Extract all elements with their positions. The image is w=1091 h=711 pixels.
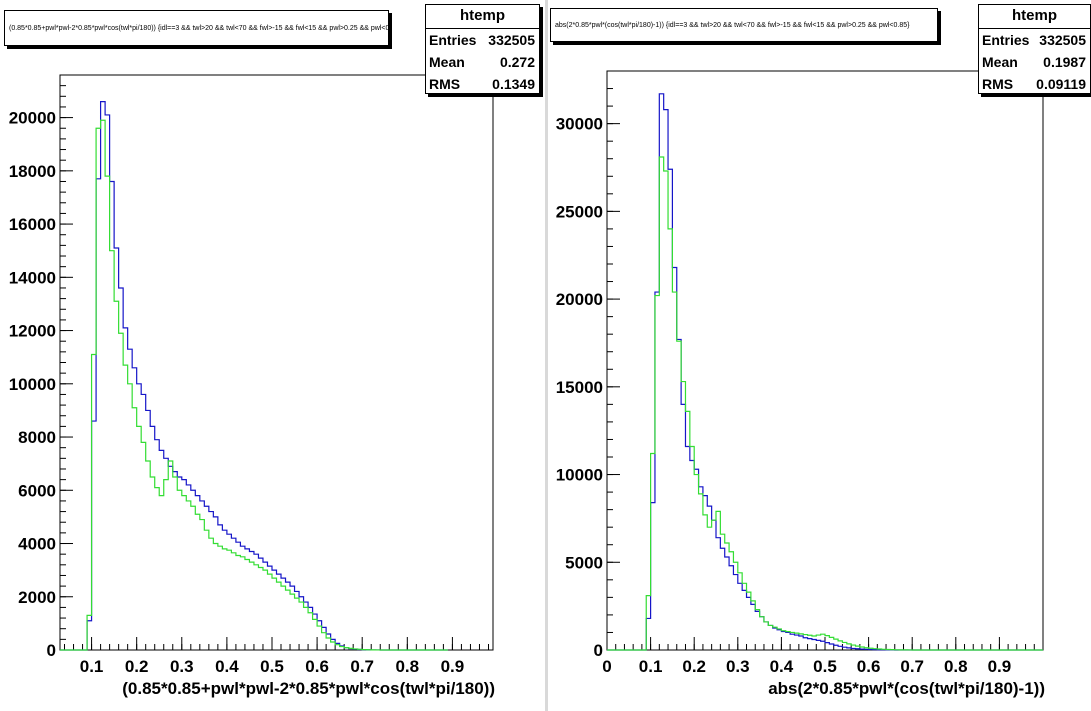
right-x-tick-label: 0.3 (726, 657, 750, 676)
right-x-axis-label: abs(2*0.85*pwl*(cos(twl*pi/180)-1)) (768, 679, 1045, 698)
right-x-tick-label: 0.4 (770, 657, 794, 676)
left-y-tick-label: 0 (47, 641, 56, 660)
right-y-tick-label: 25000 (556, 202, 603, 221)
left-entries-label: Entries (429, 32, 477, 48)
right-mean-value: 0.1987 (1043, 54, 1086, 70)
left-x-tick-label: 0.7 (350, 657, 374, 676)
right-x-tick-label: 0.2 (682, 657, 706, 676)
right-mean-label: Mean (982, 54, 1018, 70)
right-y-tick-label: 0 (594, 641, 603, 660)
left-rms-value: 0.1349 (492, 76, 535, 92)
left-plot-title: (0.85*0.85+pwl*pwl-2*0.85*pwl*cos(twl*pi… (4, 10, 389, 46)
left-y-tick-label: 6000 (18, 481, 56, 500)
left-x-axis-label: (0.85*0.85+pwl*pwl-2*0.85*pwl*cos(twl*pi… (122, 679, 495, 698)
left-y-tick-label: 8000 (18, 428, 56, 447)
right-histogram: 0 5000 10000 15000 20000 25000 30000 0 0.1 0.2 0.3… (556, 70, 1045, 698)
right-x-tick-label: 0.5 (813, 657, 837, 676)
left-y-tick-label: 4000 (18, 535, 56, 554)
right-rms-label: RMS (982, 76, 1014, 92)
left-stats-title: htemp (426, 5, 539, 29)
left-x-tick-label: 0.5 (260, 657, 284, 676)
left-y-tick-label: 20000 (9, 109, 56, 128)
left-y-tick-label: 18000 (9, 162, 56, 181)
left-y-tick-label: 2000 (18, 588, 56, 607)
left-y-tick-label: 14000 (9, 268, 56, 287)
left-histogram: 0 2000 4000 6000 8000 10000 12000 14000 16000 180… (9, 74, 495, 698)
right-stats-title: htemp (979, 5, 1090, 29)
left-x-tick-label: 0.8 (395, 657, 419, 676)
left-canvas: 0 2000 4000 6000 8000 10000 12000 14000 16000 180… (0, 0, 545, 711)
right-series-1 (607, 93, 1043, 651)
right-y-tick-label: 20000 (556, 290, 603, 309)
left-x-tick-label: 0.2 (125, 657, 149, 676)
right-y-tick-label: 5000 (565, 553, 603, 572)
left-y-tick-label: 16000 (9, 215, 56, 234)
left-y-tick-label: 10000 (9, 375, 56, 394)
right-x-tick-label: 0.8 (944, 657, 968, 676)
right-y-tick-label: 30000 (556, 115, 603, 134)
left-x-tick-label: 0.6 (305, 657, 329, 676)
right-x-tick-label: 0.9 (988, 657, 1012, 676)
right-y-tick-label: 10000 (556, 466, 603, 485)
left-series-1 (60, 101, 448, 651)
right-y-tick-label: 15000 (556, 378, 603, 397)
right-rms-value: 0.09119 (1036, 76, 1086, 92)
left-x-tick-label: 0.1 (80, 657, 104, 676)
left-mean-value: 0.272 (499, 54, 535, 70)
right-x-tick-label: 0.7 (900, 657, 924, 676)
right-entries-label: Entries (982, 32, 1030, 48)
right-x-tick-label: 0 (602, 657, 611, 676)
left-entries-value: 332505 (488, 32, 535, 48)
left-plot-frame (59, 74, 494, 651)
left-y-tick-label: 12000 (9, 322, 56, 341)
left-x-tick-label: 0.3 (170, 657, 194, 676)
pane-divider[interactable] (545, 0, 548, 711)
right-series-2 (607, 156, 1043, 651)
right-x-tick-label: 0.6 (857, 657, 881, 676)
left-series-2 (60, 119, 448, 651)
right-plot-title: abs(2*0.85*pwl*(cos(twl*pi/180)-1)) {idl… (550, 8, 938, 42)
right-entries-value: 332505 (1039, 32, 1086, 48)
right-x-tick-label: 0.1 (639, 657, 663, 676)
left-rms-label: RMS (429, 76, 461, 92)
right-canvas: 0 5000 10000 15000 20000 25000 30000 0 0.1 0.2 0.3… (548, 0, 1091, 711)
right-plot-frame (606, 70, 1044, 651)
right-stats-box: htemp Entries 332505 Mean 0.1987 RMS 0.0911… (978, 4, 1091, 94)
left-stats-box: htemp Entries 332505 Mean 0.272 RMS 0.1349 (425, 4, 540, 94)
left-x-tick-label: 0.4 (215, 657, 239, 676)
left-x-tick-label: 0.9 (441, 657, 465, 676)
left-mean-label: Mean (429, 54, 465, 70)
